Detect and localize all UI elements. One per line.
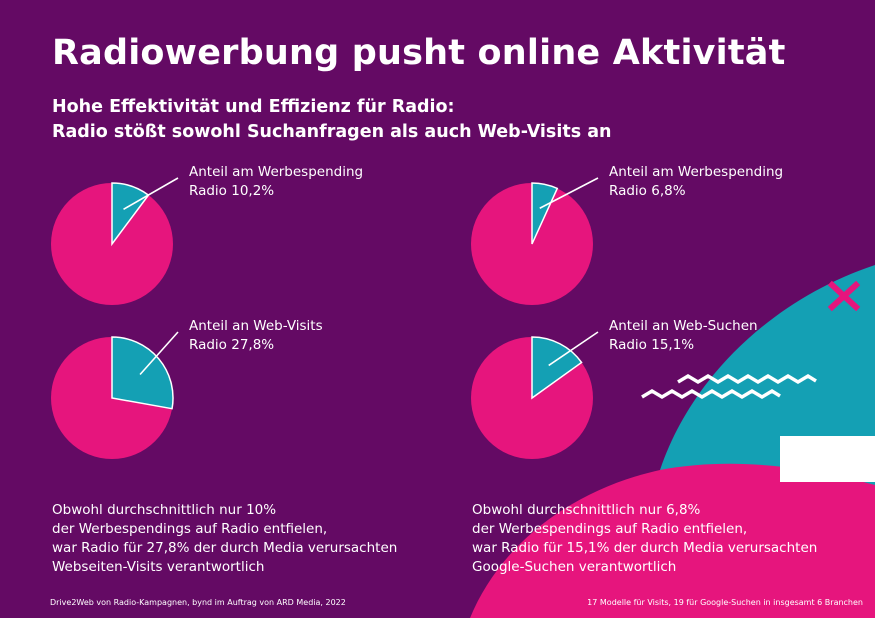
pie-label-line-1: Anteil am Werbespending: [189, 164, 364, 180]
pie-label-line-2: Radio 6,8%: [609, 183, 686, 199]
waves-icon: [641, 373, 817, 400]
footer-source: Drive2Web von Radio-Kampagnen, bynd im A…: [50, 598, 346, 607]
note-line: Obwohl durchschnittlich nur 6,8%: [472, 502, 701, 518]
note-line: der Werbespendings auf Radio entfielen,: [52, 521, 328, 537]
note-line: Google-Suchen verantwortlich: [472, 559, 677, 575]
pie-slice-radio: [531, 182, 559, 245]
note-line: der Werbespendings auf Radio entfielen,: [472, 521, 748, 537]
pie-label-line-1: Anteil an Web-Visits: [189, 318, 323, 334]
pie-chart-werbespending-right: Anteil am Werbespending Radio 6,8%: [470, 162, 850, 322]
pie-svg: [471, 177, 599, 305]
pie-label-line-2: Radio 15,1%: [609, 337, 695, 353]
pie-leader-line: [123, 177, 179, 210]
pie-label-line-1: Anteil an Web-Suchen: [609, 318, 758, 334]
note-line: war Radio für 15,1% der durch Media veru…: [472, 540, 818, 556]
pie-leader-line: [548, 331, 599, 367]
pie-label: Anteil an Web-Visits Radio 27,8%: [189, 317, 323, 355]
pie-label-line-1: Anteil am Werbespending: [609, 164, 784, 180]
note-line: Webseiten-Visits verantwortlich: [52, 559, 265, 575]
note-right: Obwohl durchschnittlich nur 6,8% der Wer…: [472, 501, 817, 577]
pie-label: Anteil am Werbespending Radio 6,8%: [609, 163, 783, 201]
pie-leader-line: [539, 177, 599, 209]
cross-icon: [827, 280, 861, 312]
pie-label-line-2: Radio 27,8%: [189, 337, 275, 353]
white-square: [780, 436, 875, 482]
subtitle-line-1: Hohe Effektivität und Effizienz für Radi…: [52, 97, 455, 117]
note-line: Obwohl durchschnittlich nur 10%: [52, 502, 277, 518]
pie-chart-werbespending-left: Anteil am Werbespending Radio 10,2%: [50, 162, 430, 322]
pie-svg: [471, 331, 599, 459]
pie-label: Anteil am Werbespending Radio 10,2%: [189, 163, 363, 201]
pie-svg: [51, 331, 179, 459]
pie-chart-web-suchen: Anteil an Web-Suchen Radio 15,1%: [470, 316, 850, 476]
pink-shape: [470, 463, 875, 618]
subtitle: Hohe Effektivität und Effizienz für Radi…: [52, 95, 611, 145]
pie-chart-web-visits: Anteil an Web-Visits Radio 27,8%: [50, 316, 430, 476]
footer-models: 17 Modelle für Visits, 19 für Google-Suc…: [587, 598, 863, 607]
pie-leader-line: [139, 331, 179, 376]
pie-label-line-2: Radio 10,2%: [189, 183, 275, 199]
page-title: Radiowerbung pusht online Aktivität: [52, 33, 786, 73]
subtitle-line-2: Radio stößt sowohl Suchanfragen als auch…: [52, 122, 612, 142]
note-left: Obwohl durchschnittlich nur 10% der Werb…: [52, 501, 397, 577]
pie-svg: [51, 177, 179, 305]
pie-label: Anteil an Web-Suchen Radio 15,1%: [609, 317, 758, 355]
note-line: war Radio für 27,8% der durch Media veru…: [52, 540, 398, 556]
